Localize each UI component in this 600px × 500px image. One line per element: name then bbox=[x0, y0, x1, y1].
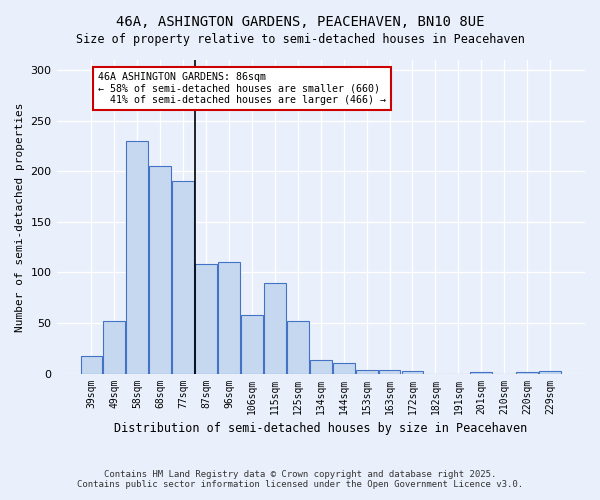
Bar bbox=[539, 370, 561, 374]
X-axis label: Distribution of semi-detached houses by size in Peacehaven: Distribution of semi-detached houses by … bbox=[114, 422, 527, 435]
Bar bbox=[80, 356, 103, 374]
Bar bbox=[310, 360, 332, 374]
Bar bbox=[218, 262, 240, 374]
Bar bbox=[516, 372, 538, 374]
Bar bbox=[149, 166, 171, 374]
Bar bbox=[401, 370, 424, 374]
Text: Size of property relative to semi-detached houses in Peacehaven: Size of property relative to semi-detach… bbox=[76, 32, 524, 46]
Text: 46A, ASHINGTON GARDENS, PEACEHAVEN, BN10 8UE: 46A, ASHINGTON GARDENS, PEACEHAVEN, BN10… bbox=[116, 15, 484, 29]
Bar bbox=[333, 364, 355, 374]
Bar bbox=[356, 370, 377, 374]
Bar bbox=[264, 282, 286, 374]
Bar bbox=[379, 370, 400, 374]
Text: 46A ASHINGTON GARDENS: 86sqm
← 58% of semi-detached houses are smaller (660)
  4: 46A ASHINGTON GARDENS: 86sqm ← 58% of se… bbox=[98, 72, 386, 106]
Bar bbox=[241, 315, 263, 374]
Bar bbox=[287, 321, 309, 374]
Bar bbox=[172, 182, 194, 374]
Bar bbox=[127, 141, 148, 374]
Bar bbox=[195, 264, 217, 374]
Bar bbox=[470, 372, 492, 374]
Y-axis label: Number of semi-detached properties: Number of semi-detached properties bbox=[15, 102, 25, 332]
Bar bbox=[103, 321, 125, 374]
Text: Contains HM Land Registry data © Crown copyright and database right 2025.
Contai: Contains HM Land Registry data © Crown c… bbox=[77, 470, 523, 489]
